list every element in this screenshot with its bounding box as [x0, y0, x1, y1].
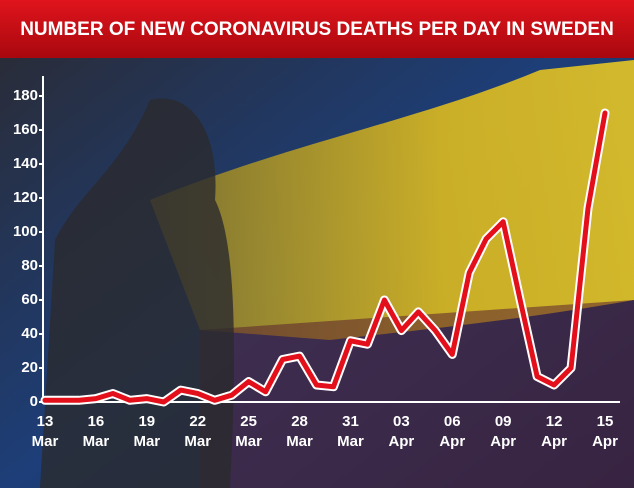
y-tick-label: 0	[30, 393, 38, 410]
x-tick-label: 03 Apr	[388, 413, 414, 450]
y-tick-label: 60	[21, 291, 38, 308]
chart-title: NUMBER OF NEW CORONAVIRUS DEATHS PER DAY…	[20, 19, 614, 40]
x-tick-label: 13 Mar	[32, 413, 59, 450]
y-tick-label: 140	[13, 155, 38, 172]
title-bar	[0, 0, 634, 58]
x-tick-label: 16 Mar	[83, 413, 110, 450]
plot: 0 20 40 60 80 100 120 140 160 180 13 Mar 16 Mar 19 Mar 2…	[13, 76, 620, 450]
x-tick-label: 22 Mar	[184, 413, 211, 450]
y-tick-label: 40	[21, 325, 38, 342]
x-tick-label: 12 Apr	[541, 413, 567, 450]
y-tick-label: 160	[13, 121, 38, 138]
y-tick-label: 180	[13, 87, 38, 104]
lower-shade	[200, 300, 634, 488]
y-tick-label: 120	[13, 189, 38, 206]
x-tick-label: 15 Apr	[592, 413, 618, 450]
x-tick-label: 31 Mar	[337, 413, 364, 450]
x-tick-label: 19 Mar	[133, 413, 160, 450]
x-tick-label: 25 Mar	[235, 413, 262, 450]
y-tick-label: 80	[21, 257, 38, 274]
x-tick-label: 09 Apr	[490, 413, 516, 450]
y-tick-label: 100	[13, 223, 38, 240]
x-tick-label: 06 Apr	[439, 413, 465, 450]
y-tick-label: 20	[21, 359, 38, 376]
x-tick-label: 28 Mar	[286, 413, 313, 450]
line	[42, 110, 608, 405]
